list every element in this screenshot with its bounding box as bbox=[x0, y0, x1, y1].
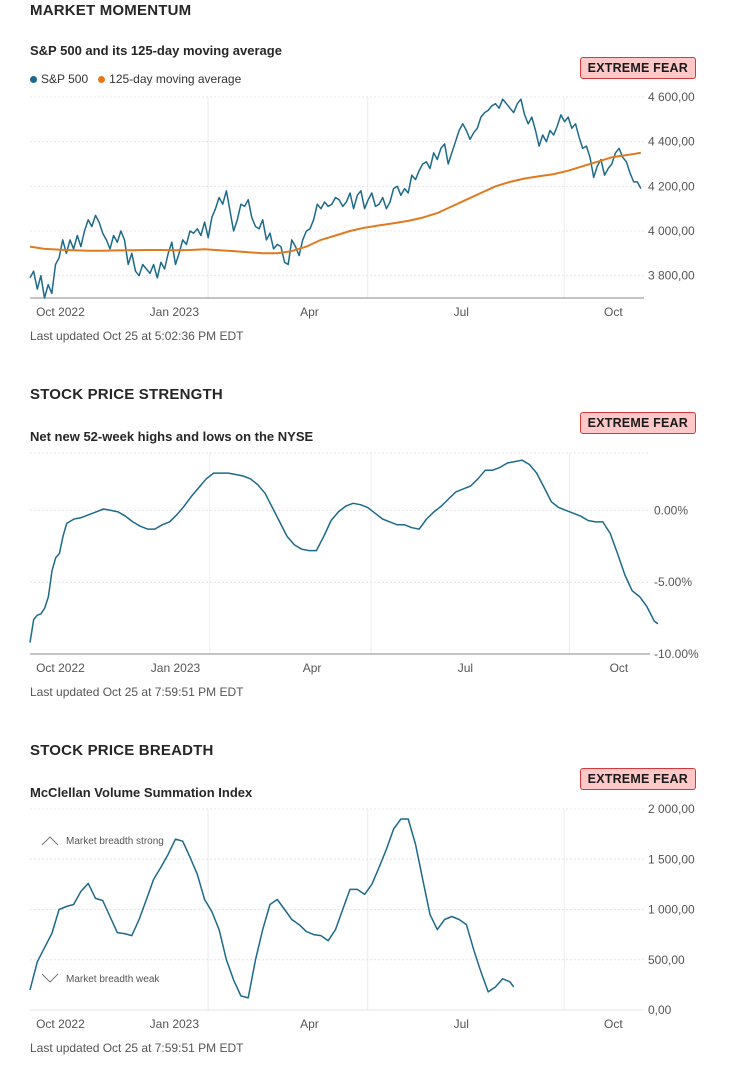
chevron-down-icon bbox=[41, 973, 59, 983]
stock-price-strength-section: STOCK PRICE STRENGTH Net new 52-week hig… bbox=[0, 0, 744, 700]
legend-dot-icon bbox=[98, 75, 106, 83]
y-tick-label: 0,00 bbox=[648, 1003, 672, 1017]
y-tick-label: -5.00% bbox=[654, 575, 692, 589]
y-tick-label: 2 000,00 bbox=[648, 802, 695, 816]
strength-chart[interactable]: -10.00% -5.00% 0.00% Oct 2022 Jan 2023 Apr Jul… bbox=[0, 0, 744, 700]
legend-item-sp500[interactable]: S&P 500 bbox=[30, 72, 88, 86]
last-updated: Last updated Oct 25 at 7:59:51 PM EDT bbox=[30, 1041, 244, 1055]
x-tick-label: Jul bbox=[454, 1017, 469, 1031]
annotation-strong: Market breadth strong bbox=[66, 836, 164, 847]
chart-subtitle: S&P 500 and its 125-day moving average bbox=[30, 43, 282, 58]
sp500-chart[interactable]: 3 800,00 4 000,00 4 200,00 4 400,00 4 600,00… bbox=[0, 0, 744, 330]
chart-subtitle: Net new 52-week highs and lows on the NY… bbox=[30, 429, 314, 444]
x-tick-label: Oct 2022 bbox=[36, 661, 85, 675]
last-updated: Last updated Oct 25 at 7:59:51 PM EDT bbox=[30, 685, 244, 699]
y-tick-label: 4 600,00 bbox=[648, 90, 695, 104]
y-tick-label: 0.00% bbox=[654, 503, 688, 517]
x-tick-label: Oct 2022 bbox=[36, 1017, 85, 1031]
legend-dot-icon bbox=[30, 75, 37, 83]
y-tick-label: -10.00% bbox=[654, 647, 699, 661]
x-tick-label: Jan 2023 bbox=[150, 1017, 200, 1031]
legend-item-moving-average[interactable]: 125-day moving average bbox=[98, 72, 241, 86]
x-tick-label: Apr bbox=[300, 305, 319, 319]
chevron-up-icon bbox=[41, 836, 59, 846]
y-tick-label: 1 500,00 bbox=[648, 852, 695, 866]
x-tick-label: Jan 2023 bbox=[150, 305, 200, 319]
fear-greed-badge: EXTREME FEAR bbox=[579, 768, 696, 790]
y-tick-label: 4 200,00 bbox=[648, 179, 695, 193]
section-title: STOCK PRICE STRENGTH bbox=[30, 386, 223, 403]
annotation-weak: Market breadth weak bbox=[66, 974, 160, 985]
series-line-primary bbox=[29, 459, 659, 643]
x-tick-label: Oct 2022 bbox=[36, 305, 85, 319]
section-title: MARKET MOMENTUM bbox=[30, 2, 192, 19]
fear-greed-badge: EXTREME FEAR bbox=[579, 57, 696, 79]
x-tick-label: Apr bbox=[300, 1017, 319, 1031]
x-tick-label: Jul bbox=[458, 661, 473, 675]
y-tick-label: 500,00 bbox=[648, 953, 685, 967]
x-tick-label: Oct bbox=[610, 661, 629, 675]
chart-subtitle: McClellan Volume Summation Index bbox=[30, 785, 253, 800]
y-tick-label: 4 000,00 bbox=[648, 224, 695, 238]
y-tick-label: 1 000,00 bbox=[648, 903, 695, 917]
x-tick-label: Oct bbox=[604, 1017, 623, 1031]
last-updated: Last updated Oct 25 at 5:02:36 PM EDT bbox=[30, 329, 244, 343]
section-title: STOCK PRICE BREADTH bbox=[30, 742, 214, 759]
y-tick-label: 4 400,00 bbox=[648, 135, 695, 149]
series-line-primary bbox=[29, 818, 515, 999]
fear-greed-badge: EXTREME FEAR bbox=[579, 412, 696, 434]
x-tick-label: Jul bbox=[454, 305, 469, 319]
x-tick-label: Oct bbox=[604, 305, 623, 319]
x-tick-label: Apr bbox=[303, 661, 322, 675]
series-line-moving-average bbox=[29, 151, 642, 255]
breadth-chart[interactable]: 0,00 500,00 1 000,00 1 500,00 2 000,00 Oct 20… bbox=[0, 0, 744, 1040]
market-momentum-section: MARKET MOMENTUM S&P 500 and its 125-day … bbox=[0, 0, 744, 350]
x-tick-label: Jan 2023 bbox=[151, 661, 201, 675]
y-tick-label: 3 800,00 bbox=[648, 269, 695, 283]
series-line-primary bbox=[29, 98, 642, 299]
chart-legend: S&P 500 125-day moving average bbox=[30, 72, 241, 86]
